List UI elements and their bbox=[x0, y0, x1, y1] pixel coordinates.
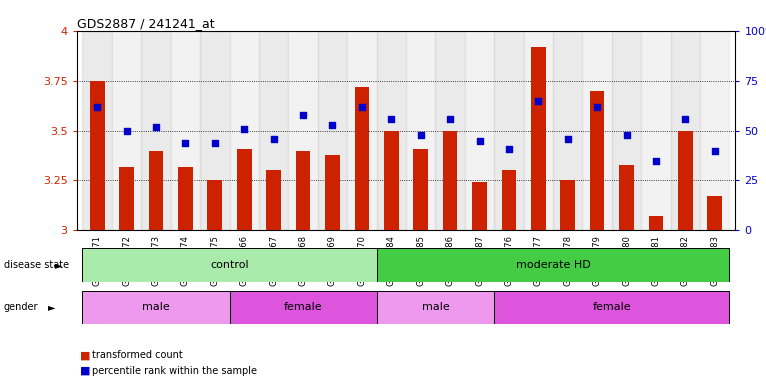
Point bbox=[150, 124, 162, 130]
Bar bbox=[237, 149, 251, 230]
Bar bbox=[561, 180, 575, 230]
Bar bbox=[318, 31, 347, 230]
Text: disease state: disease state bbox=[4, 260, 69, 270]
Bar bbox=[553, 31, 582, 230]
Bar bbox=[406, 31, 435, 230]
Point bbox=[120, 127, 133, 134]
Bar bbox=[296, 151, 310, 230]
Bar bbox=[494, 291, 729, 324]
Bar bbox=[524, 31, 553, 230]
Bar bbox=[531, 47, 545, 230]
Bar bbox=[141, 31, 171, 230]
Point bbox=[297, 111, 309, 118]
Bar bbox=[83, 31, 112, 230]
Bar bbox=[590, 91, 604, 230]
Text: GDS2887 / 241241_at: GDS2887 / 241241_at bbox=[77, 17, 214, 30]
Point bbox=[179, 139, 192, 146]
Point bbox=[502, 146, 515, 152]
Point bbox=[591, 104, 604, 110]
Bar bbox=[384, 131, 398, 230]
Text: ■: ■ bbox=[80, 366, 91, 376]
Point bbox=[414, 131, 427, 137]
Bar bbox=[671, 31, 700, 230]
Bar bbox=[649, 217, 663, 230]
Bar bbox=[112, 31, 141, 230]
Bar bbox=[582, 31, 612, 230]
Point bbox=[650, 157, 662, 164]
Point bbox=[91, 104, 103, 110]
Text: male: male bbox=[142, 302, 170, 312]
Bar bbox=[435, 31, 465, 230]
Point bbox=[444, 116, 457, 122]
Text: transformed count: transformed count bbox=[92, 350, 182, 360]
Bar bbox=[200, 31, 230, 230]
Bar bbox=[502, 170, 516, 230]
Bar bbox=[267, 170, 281, 230]
Bar bbox=[83, 248, 377, 281]
Point bbox=[355, 104, 368, 110]
Text: moderate HD: moderate HD bbox=[516, 260, 591, 270]
Bar bbox=[414, 149, 428, 230]
Bar bbox=[641, 31, 671, 230]
Text: ►: ► bbox=[55, 260, 63, 270]
Text: male: male bbox=[421, 302, 450, 312]
Text: control: control bbox=[210, 260, 249, 270]
Point bbox=[679, 116, 692, 122]
Point bbox=[385, 116, 398, 122]
Point bbox=[326, 121, 339, 127]
Point bbox=[238, 126, 250, 132]
Bar bbox=[230, 31, 259, 230]
Bar bbox=[208, 180, 222, 230]
Bar bbox=[377, 248, 729, 281]
Bar bbox=[708, 197, 722, 230]
Bar bbox=[377, 291, 494, 324]
Bar bbox=[347, 31, 377, 230]
Bar bbox=[259, 31, 288, 230]
Text: percentile rank within the sample: percentile rank within the sample bbox=[92, 366, 257, 376]
Bar bbox=[325, 154, 340, 230]
Point bbox=[208, 139, 221, 146]
Text: female: female bbox=[283, 302, 322, 312]
Bar bbox=[90, 81, 104, 230]
Point bbox=[473, 137, 486, 144]
Bar bbox=[700, 31, 729, 230]
Bar bbox=[472, 182, 487, 230]
Text: gender: gender bbox=[4, 302, 38, 312]
Bar bbox=[355, 87, 369, 230]
Bar bbox=[178, 167, 193, 230]
Bar bbox=[465, 31, 494, 230]
Bar bbox=[149, 151, 163, 230]
Bar bbox=[171, 31, 200, 230]
Bar bbox=[443, 131, 457, 230]
Point bbox=[620, 131, 633, 137]
Point bbox=[532, 98, 545, 104]
Bar bbox=[619, 164, 634, 230]
Bar bbox=[288, 31, 318, 230]
Point bbox=[561, 136, 574, 142]
Text: ►: ► bbox=[47, 302, 55, 312]
Text: ■: ■ bbox=[80, 350, 91, 360]
Bar bbox=[83, 291, 230, 324]
Bar bbox=[612, 31, 641, 230]
Bar bbox=[494, 31, 524, 230]
Point bbox=[709, 147, 721, 154]
Point bbox=[267, 136, 280, 142]
Text: female: female bbox=[593, 302, 631, 312]
Bar bbox=[230, 291, 377, 324]
Bar bbox=[377, 31, 406, 230]
Bar bbox=[119, 167, 134, 230]
Bar bbox=[678, 131, 692, 230]
